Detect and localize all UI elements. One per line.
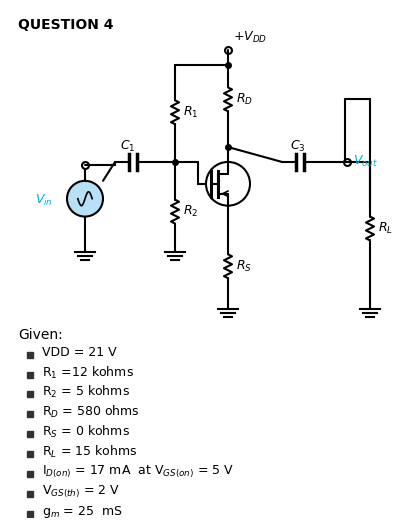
Text: VDD = 21 V: VDD = 21 V [42, 346, 117, 359]
Text: R$_D$ = 580 ohms: R$_D$ = 580 ohms [42, 404, 140, 420]
Text: R$_S$ = 0 kohms: R$_S$ = 0 kohms [42, 424, 130, 440]
Text: $+V_{DD}$: $+V_{DD}$ [233, 30, 267, 45]
Text: R$_L$ = 15 kohms: R$_L$ = 15 kohms [42, 444, 137, 460]
Text: $V_{out}$: $V_{out}$ [353, 154, 378, 169]
Text: $R_L$: $R_L$ [378, 221, 393, 236]
Text: R$_1$ =12 kohms: R$_1$ =12 kohms [42, 365, 134, 381]
Text: $R_D$: $R_D$ [236, 92, 253, 107]
Text: $R_S$: $R_S$ [236, 259, 252, 274]
Bar [27, 391, 33, 398]
Text: $V_{in}$: $V_{in}$ [35, 193, 53, 208]
Bar [27, 511, 33, 517]
Bar [27, 451, 33, 457]
Text: g$_m$ = 25  mS: g$_m$ = 25 mS [42, 504, 122, 519]
Bar [27, 431, 33, 437]
Bar [27, 491, 33, 497]
Text: I$_{D(on)}$ = 17 mA  at V$_{GS(on)}$ = 5 V: I$_{D(on)}$ = 17 mA at V$_{GS(on)}$ = 5 … [42, 464, 234, 480]
Text: $C_1$: $C_1$ [120, 139, 136, 154]
Text: QUESTION 4: QUESTION 4 [18, 18, 113, 32]
Bar [27, 371, 33, 378]
Text: $C_3$: $C_3$ [290, 139, 306, 154]
Text: $R_1$: $R_1$ [183, 105, 198, 120]
Text: V$_{GS(th)}$ = 2 V: V$_{GS(th)}$ = 2 V [42, 483, 120, 500]
Text: Given:: Given: [18, 328, 63, 342]
Bar [27, 411, 33, 417]
Text: $R_2$: $R_2$ [183, 204, 198, 219]
Bar [27, 471, 33, 477]
Text: R$_2$ = 5 kohms: R$_2$ = 5 kohms [42, 384, 130, 401]
Bar [27, 352, 33, 357]
Circle shape [67, 181, 103, 217]
